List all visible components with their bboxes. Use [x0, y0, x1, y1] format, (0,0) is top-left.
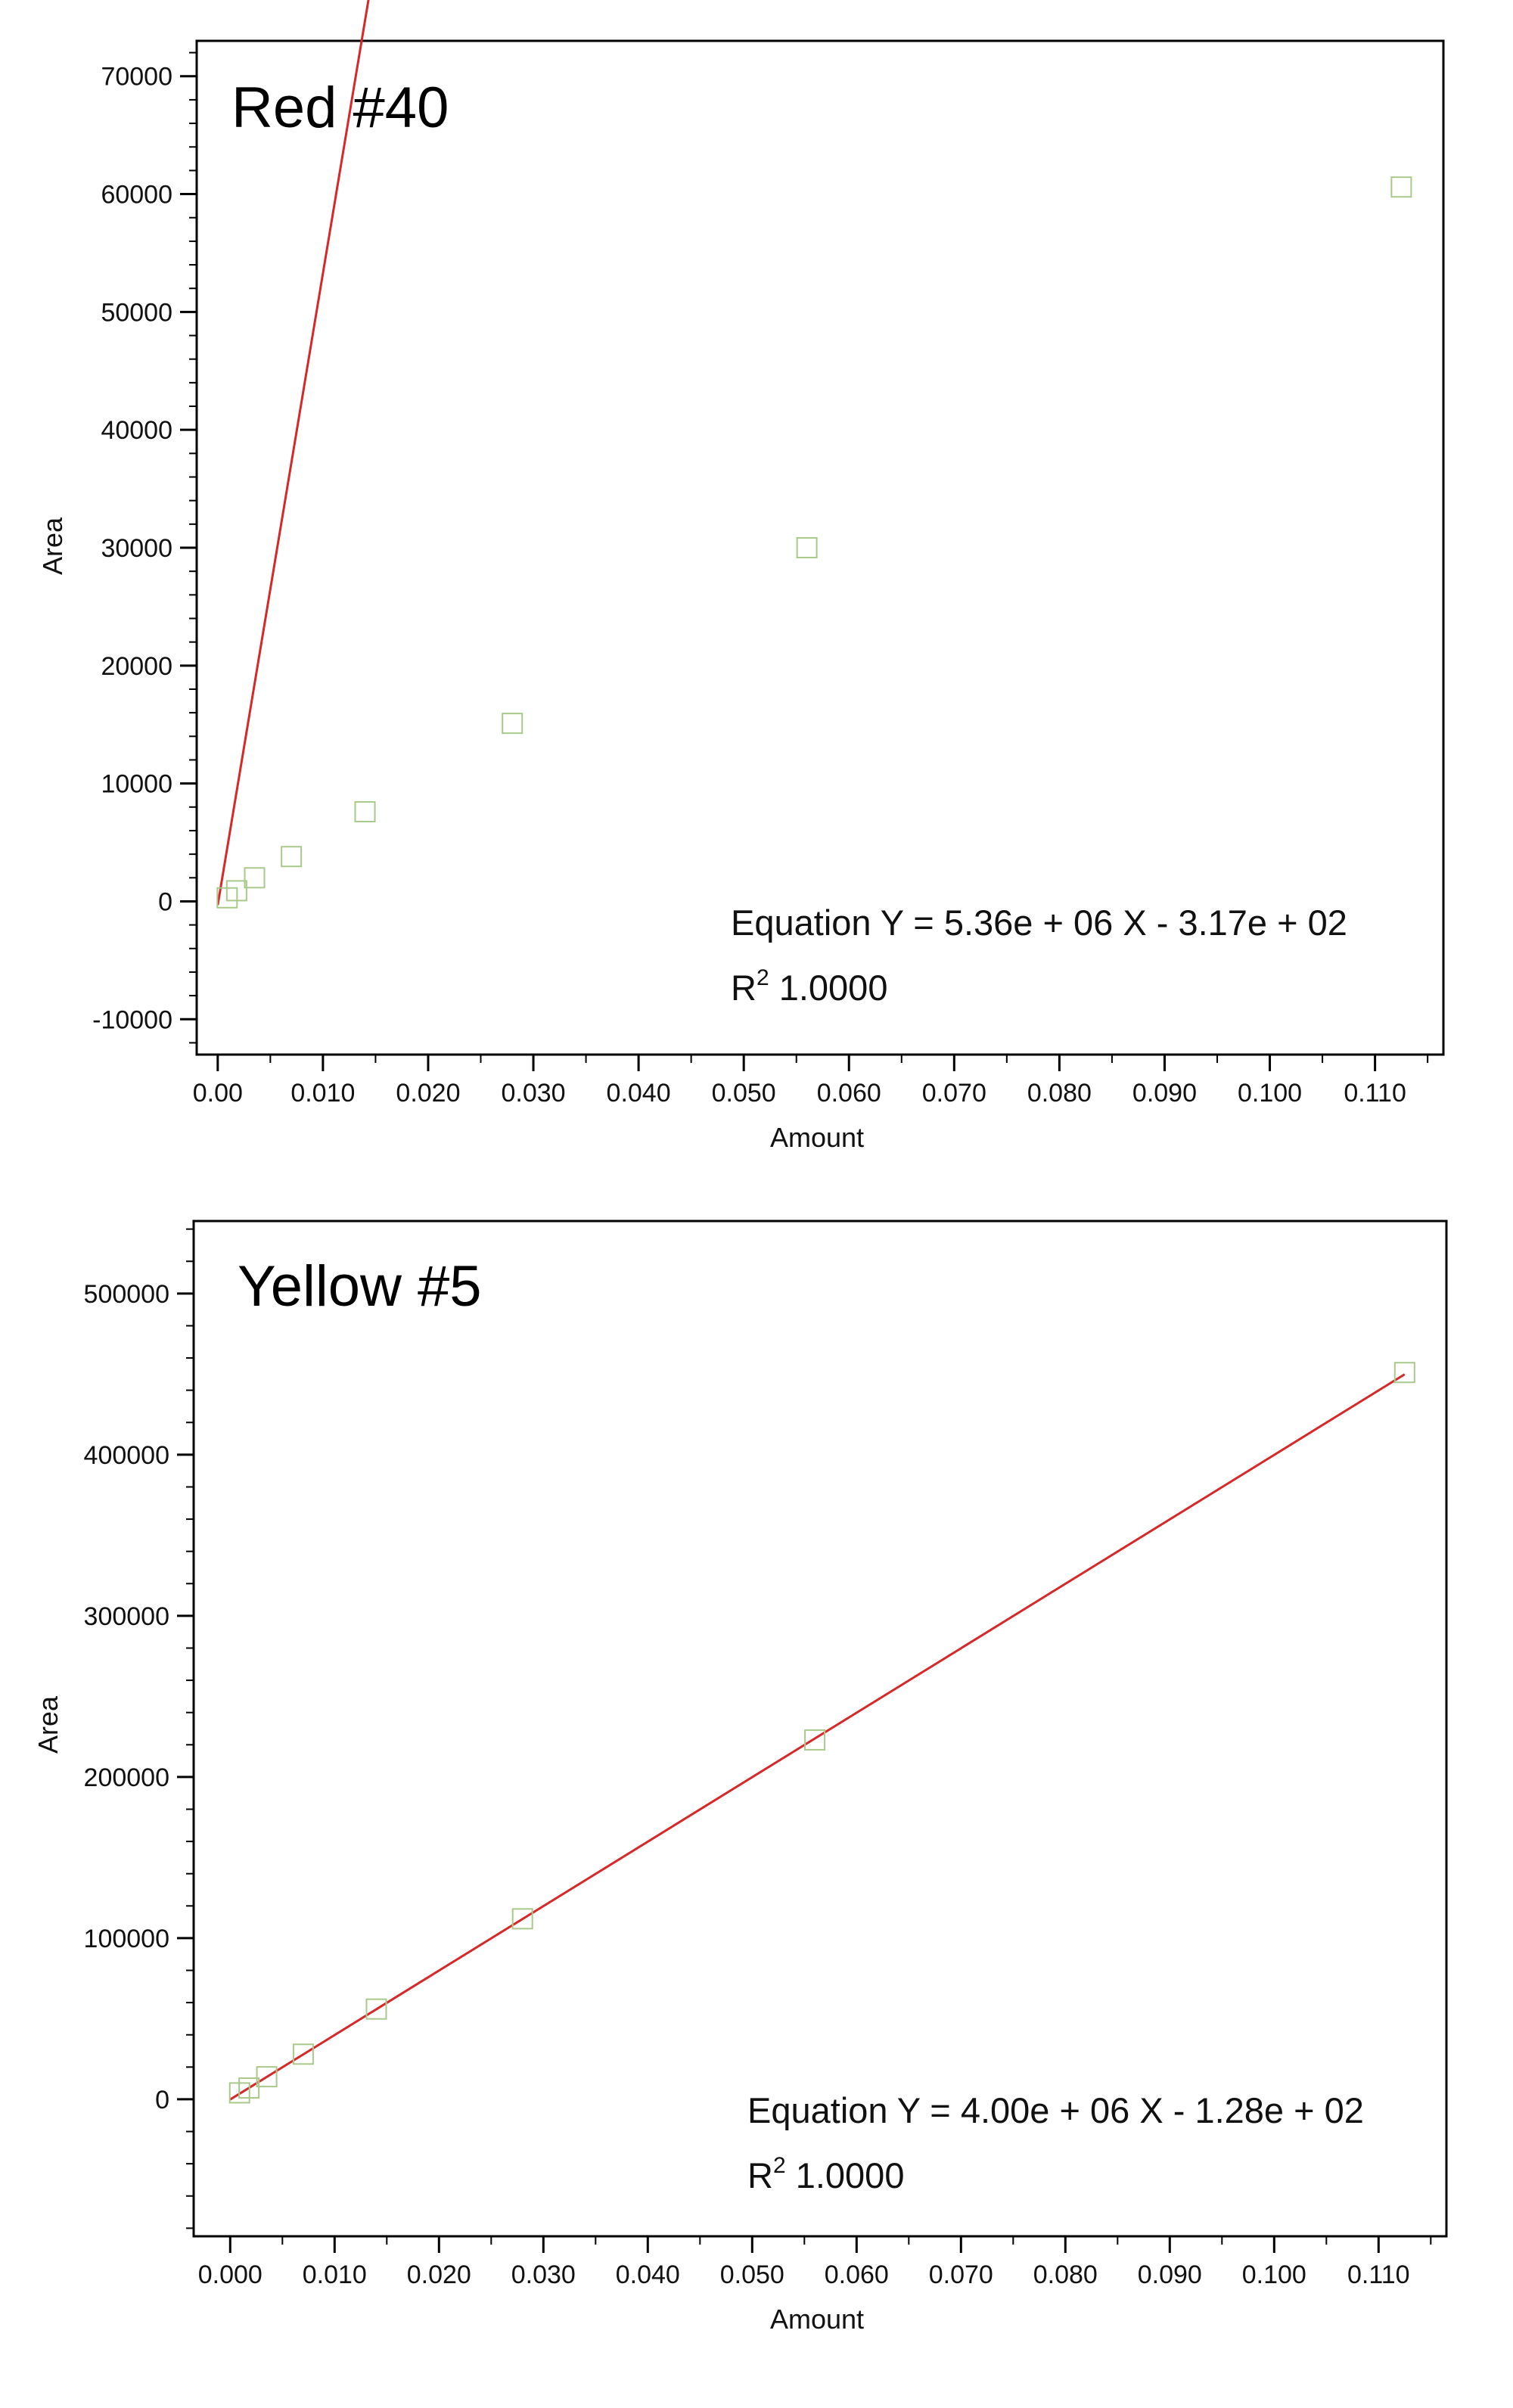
x-axis-title: Amount — [770, 2304, 864, 2335]
regression-line — [229, 1373, 1406, 2101]
data-point — [1390, 176, 1412, 198]
data-point — [511, 1908, 533, 1930]
x-tick-label: 0.070 — [929, 2260, 993, 2289]
x-tick-label: 0.040 — [607, 1079, 671, 1108]
data-point — [225, 880, 247, 902]
x-tick-label: 0.010 — [303, 2260, 367, 2289]
y-tick-label: -10000 — [92, 1005, 172, 1034]
x-tick-label: 0.00 — [193, 1079, 243, 1108]
y-tick-label: 300000 — [84, 1602, 169, 1631]
x-tick-label: 0.090 — [1132, 1079, 1197, 1108]
data-point — [244, 867, 266, 889]
regression-line-group — [229, 1373, 1406, 2101]
x-tick-label: 0.100 — [1242, 2260, 1306, 2289]
x-tick-label: 0.030 — [511, 2260, 576, 2289]
y-axis-title: Area — [33, 1695, 64, 1754]
x-tick-label: 0.030 — [501, 1079, 565, 1108]
y-axis: 0 100000 200000 300000 400000 500000 — [84, 1228, 194, 2229]
red40-chart: -10000 0 10000 20000 30000 40000 50000 60000 700… — [37, 0, 1445, 1153]
x-tick-label: 0.050 — [720, 2260, 784, 2289]
y-tick-label: 50000 — [101, 298, 172, 327]
chart-title: Red #40 — [231, 76, 449, 140]
x-axis-title: Amount — [770, 1122, 864, 1153]
y-tick-label: 30000 — [101, 534, 172, 563]
chart-title: Yellow #5 — [238, 1254, 482, 1319]
data-point — [256, 2066, 278, 2088]
data-point — [804, 1729, 826, 1751]
x-tick-label: 0.090 — [1138, 2260, 1202, 2289]
y-tick-label: 70000 — [101, 63, 172, 92]
y-tick-label: 60000 — [101, 181, 172, 210]
x-tick-label: 0.010 — [290, 1079, 355, 1108]
y-tick-label: 10000 — [101, 770, 172, 799]
x-tick-label: 0.080 — [1027, 1079, 1092, 1108]
x-axis: 0.000 0.010 0.020 0.030 0.040 0.050 0.060 0.070… — [198, 2236, 1432, 2289]
y-axis: -10000 0 10000 20000 30000 40000 50000 60000 700… — [92, 51, 197, 1044]
y-tick-label: 0 — [158, 887, 172, 916]
data-point — [354, 801, 376, 823]
data-point — [292, 2043, 314, 2065]
r-symbol: R — [731, 968, 756, 1008]
x-tick-label: 0.110 — [1347, 2260, 1410, 2289]
y-tick-label: 100000 — [84, 1925, 169, 1953]
x-tick-label: 0.020 — [407, 2260, 471, 2289]
plot-frame — [192, 1220, 1448, 2238]
x-axis: 0.00 0.010 0.020 0.030 0.040 0.050 0.060 0.070 0… — [193, 1055, 1429, 1108]
equation-label: Equation Y = 4.00e + 06 X - 1.28e + 02 — [747, 2090, 1364, 2130]
data-point — [1393, 1362, 1415, 1384]
x-tick-label: 0.060 — [817, 1079, 881, 1108]
equation-label: Equation Y = 5.36e + 06 X - 3.17e + 02 — [731, 903, 1347, 943]
data-point — [502, 713, 523, 735]
x-tick-label: 0.110 — [1344, 1079, 1406, 1108]
x-tick-label: 0.040 — [616, 2260, 680, 2289]
x-tick-label: 0.060 — [825, 2260, 889, 2289]
y-tick-label: 200000 — [84, 1763, 169, 1792]
x-tick-label: 0.020 — [396, 1079, 460, 1108]
r-squared-value: 1.0000 — [786, 2155, 905, 2195]
x-tick-label: 0.100 — [1238, 1079, 1302, 1108]
x-tick-label: 0.050 — [712, 1079, 776, 1108]
y-tick-label: 400000 — [84, 1441, 169, 1470]
r-symbol: R — [747, 2155, 773, 2195]
data-points — [228, 1362, 1415, 2104]
x-tick-label: 0.070 — [922, 1079, 986, 1108]
x-tick-label: 0.080 — [1033, 2260, 1098, 2289]
y-tick-label: 500000 — [84, 1280, 169, 1309]
y-axis-title: Area — [37, 517, 68, 575]
data-point — [796, 537, 818, 558]
r-squared-label: R2 1.0000 — [731, 965, 887, 1008]
data-point — [238, 2077, 260, 2099]
r-squared-value: 1.0000 — [769, 968, 888, 1008]
y-tick-label: 40000 — [101, 416, 172, 445]
r-exponent: 2 — [773, 2153, 786, 2178]
r-exponent: 2 — [756, 965, 769, 990]
y-tick-label: 20000 — [101, 652, 172, 681]
y-tick-label: 0 — [155, 2086, 169, 2114]
data-point — [281, 846, 303, 868]
r-squared-label: R2 1.0000 — [747, 2153, 904, 2195]
data-points — [216, 176, 1412, 909]
data-point — [365, 1998, 387, 2020]
x-tick-label: 0.000 — [198, 2260, 263, 2289]
